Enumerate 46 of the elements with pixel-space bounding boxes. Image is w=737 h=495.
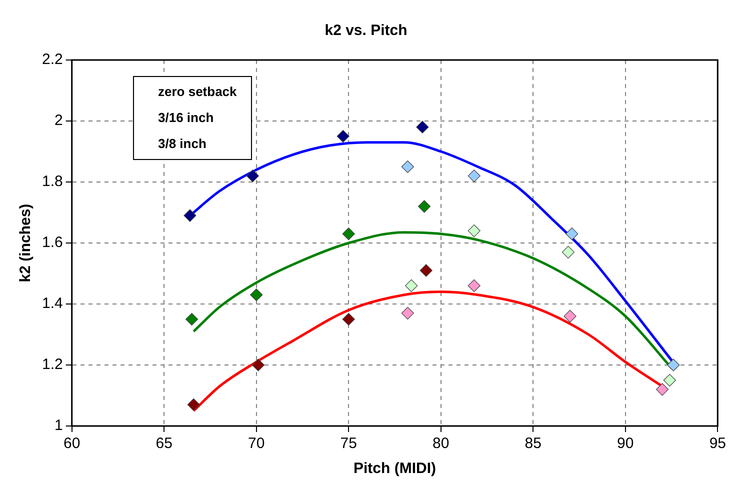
point bbox=[187, 398, 200, 411]
point bbox=[468, 279, 480, 292]
annotation: 3/16 inch bbox=[158, 109, 215, 127]
y-tick-label: 1.6 bbox=[42, 234, 63, 252]
point bbox=[336, 130, 350, 143]
point bbox=[416, 120, 429, 134]
x-tick-label: 95 bbox=[709, 435, 726, 452]
annotation: 3/8 inch bbox=[158, 135, 208, 153]
y-tick-label: 1.8 bbox=[42, 173, 63, 190]
point bbox=[405, 279, 418, 292]
point bbox=[342, 228, 355, 240]
point bbox=[250, 288, 263, 302]
point bbox=[468, 170, 480, 182]
x-tick-label: 85 bbox=[524, 435, 542, 452]
point bbox=[663, 374, 676, 387]
x-tick-label: 75 bbox=[340, 435, 357, 452]
y-axis-title: k2 (inches) bbox=[17, 204, 34, 282]
point bbox=[564, 310, 576, 322]
y-tick-label: 2.2 bbox=[42, 51, 63, 68]
x-tick-label: 70 bbox=[248, 435, 265, 452]
point bbox=[184, 209, 196, 222]
point bbox=[246, 170, 259, 182]
point bbox=[420, 264, 432, 277]
annotation: zero setback bbox=[158, 83, 237, 101]
point bbox=[656, 383, 669, 396]
x-axis-title: Pitch (MIDI) bbox=[354, 460, 436, 478]
y-tick-label: 2 bbox=[54, 112, 63, 130]
point bbox=[185, 312, 198, 326]
x-tick-label: 60 bbox=[64, 435, 80, 452]
y-tick-label: 1.4 bbox=[42, 295, 63, 312]
chart-title: k2 vs. Pitch bbox=[324, 22, 408, 40]
y-tick-label: 1 bbox=[54, 417, 63, 434]
point bbox=[667, 358, 680, 372]
point bbox=[468, 224, 480, 238]
point bbox=[252, 358, 265, 372]
x-tick-label: 65 bbox=[156, 435, 172, 452]
point bbox=[566, 228, 578, 240]
x-tick-label: 80 bbox=[432, 435, 450, 452]
x-tick-label: 90 bbox=[617, 435, 634, 452]
point bbox=[342, 312, 355, 326]
text-box: zero setback 3/16 inch 3/8 inch bbox=[133, 76, 252, 160]
point bbox=[418, 200, 431, 213]
point bbox=[401, 306, 414, 320]
point bbox=[401, 160, 414, 174]
y-tick-label: 1.2 bbox=[42, 356, 63, 374]
point bbox=[562, 246, 574, 258]
